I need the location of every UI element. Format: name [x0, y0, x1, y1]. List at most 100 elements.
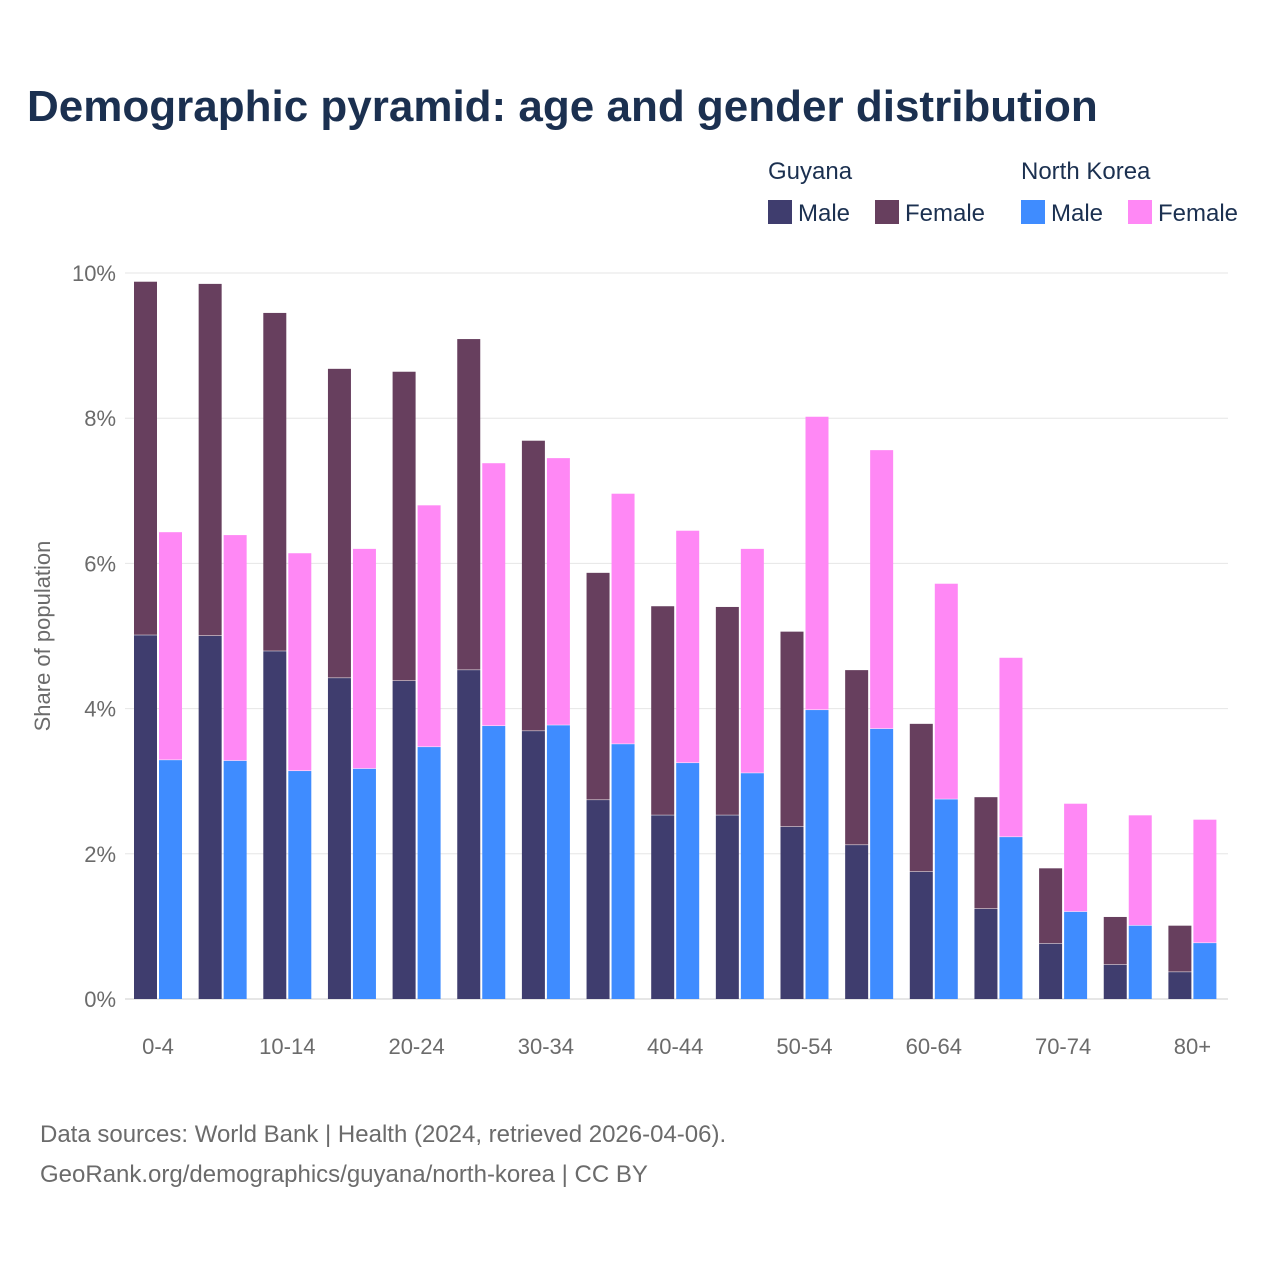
x-tick-label: 30-34	[518, 1034, 574, 1059]
x-tick-label: 60-64	[906, 1034, 962, 1059]
bar-north-korea-female	[223, 535, 247, 761]
bar-north-korea-male	[417, 747, 441, 999]
bar-north-korea-male	[1128, 925, 1152, 999]
bar-guyana-female	[780, 631, 804, 827]
bar-north-korea-male	[870, 728, 894, 999]
bar-guyana-male	[845, 845, 869, 999]
bar-guyana-female	[586, 572, 610, 800]
legend-swatch	[1021, 200, 1045, 224]
bar-north-korea-male	[352, 768, 376, 999]
bar-guyana-female	[651, 606, 675, 815]
bar-north-korea-male	[676, 763, 700, 999]
x-tick-label: 10-14	[259, 1034, 315, 1059]
y-tick-label: 8%	[84, 406, 116, 431]
legend-swatch	[875, 200, 899, 224]
bar-guyana-male	[651, 815, 675, 999]
x-tick-label: 70-74	[1035, 1034, 1091, 1059]
legend-guyana-male[interactable]: Male	[768, 200, 850, 228]
x-tick-label: 50-54	[776, 1034, 832, 1059]
bar-guyana-male	[780, 826, 804, 999]
bar-guyana-male	[1103, 964, 1127, 999]
bar-north-korea-male	[1193, 943, 1217, 999]
bar-north-korea-female	[676, 530, 700, 763]
bar-north-korea-female	[805, 416, 829, 710]
bar-north-korea-male	[611, 744, 635, 999]
bar-north-korea-female	[417, 505, 441, 747]
bar-north-korea-male	[740, 773, 764, 999]
bar-guyana-female	[457, 339, 481, 670]
legend-group-guyana: Guyana	[768, 158, 853, 185]
bar-guyana-male	[521, 731, 545, 999]
x-tick-label: 0-4	[142, 1034, 174, 1059]
bar-north-korea-female	[1064, 803, 1088, 912]
x-tick-label: 80+	[1174, 1034, 1211, 1059]
legend-label: Male	[798, 200, 851, 227]
bar-guyana-female	[327, 368, 351, 678]
legend-north-korea-male[interactable]: Male	[1021, 200, 1103, 228]
bar-north-korea-male	[482, 726, 506, 999]
bar-north-korea-female	[870, 450, 894, 729]
legend-label: Female	[905, 200, 986, 227]
bar-guyana-female	[1168, 925, 1192, 972]
bar-guyana-male	[457, 670, 481, 999]
bar-north-korea-female	[934, 583, 958, 799]
y-tick-label: 4%	[84, 697, 116, 722]
bar-guyana-female	[974, 797, 998, 909]
bar-north-korea-male	[999, 837, 1023, 999]
bar-guyana-male	[327, 678, 351, 999]
bar-guyana-male	[263, 651, 287, 999]
bar-north-korea-female	[611, 493, 635, 744]
bar-guyana-male	[392, 681, 416, 999]
legend-north-korea-female[interactable]: Female	[1128, 200, 1238, 228]
bar-north-korea-male	[1064, 911, 1088, 999]
bar-north-korea-female	[546, 458, 570, 725]
bar-guyana-male	[1168, 972, 1192, 999]
bar-guyana-female	[134, 281, 157, 635]
bar-north-korea-female	[159, 532, 182, 760]
bar-north-korea-female	[740, 548, 764, 773]
bar-north-korea-male	[805, 710, 829, 999]
chart-title: Demographic pyramid: age and gender dist…	[27, 82, 1098, 131]
bar-north-korea-female	[1193, 819, 1217, 943]
bar-guyana-male	[974, 908, 998, 999]
bar-guyana-female	[845, 670, 869, 845]
bar-north-korea-male	[159, 760, 182, 999]
y-tick-label: 2%	[84, 842, 116, 867]
bar-guyana-male	[586, 800, 610, 999]
legend-label: Female	[1158, 200, 1239, 227]
y-tick-label: 0%	[84, 987, 116, 1012]
y-tick-label: 6%	[84, 551, 116, 576]
bar-guyana-female	[1039, 868, 1063, 944]
legend-swatch	[768, 200, 792, 224]
bar-north-korea-female	[1128, 815, 1152, 926]
bar-north-korea-female	[352, 548, 376, 769]
y-tick-label: 10%	[72, 261, 116, 286]
legend-swatch	[1128, 200, 1152, 224]
bar-guyana-female	[263, 312, 287, 651]
bar-guyana-female	[198, 283, 222, 636]
bar-guyana-female	[521, 440, 545, 731]
bar-guyana-male	[134, 635, 157, 999]
bar-guyana-female	[392, 371, 416, 681]
bar-north-korea-male	[546, 725, 570, 999]
bar-guyana-male	[909, 871, 933, 999]
bar-guyana-male	[1039, 943, 1063, 999]
x-tick-label: 20-24	[388, 1034, 444, 1059]
x-tick-label: 40-44	[647, 1034, 703, 1059]
source-text: Data sources: World Bank | Health (2024,…	[40, 1121, 727, 1148]
bar-north-korea-male	[288, 771, 312, 999]
legend-group-north-korea: North Korea	[1021, 158, 1151, 185]
bar-north-korea-male	[934, 799, 958, 999]
bar-north-korea-female	[288, 553, 312, 771]
bar-guyana-male	[198, 636, 222, 999]
legend-guyana-female[interactable]: Female	[875, 200, 985, 228]
footer: Data sources: World Bank | Health (2024,…	[40, 1115, 726, 1195]
bar-north-korea-female	[999, 657, 1023, 837]
legend-label: Male	[1051, 200, 1104, 227]
source-link[interactable]: GeoRank.org/demographics/guyana/north-ko…	[40, 1161, 648, 1188]
bar-guyana-female	[715, 606, 739, 815]
bar-north-korea-male	[223, 760, 247, 999]
bar-guyana-female	[909, 723, 933, 872]
